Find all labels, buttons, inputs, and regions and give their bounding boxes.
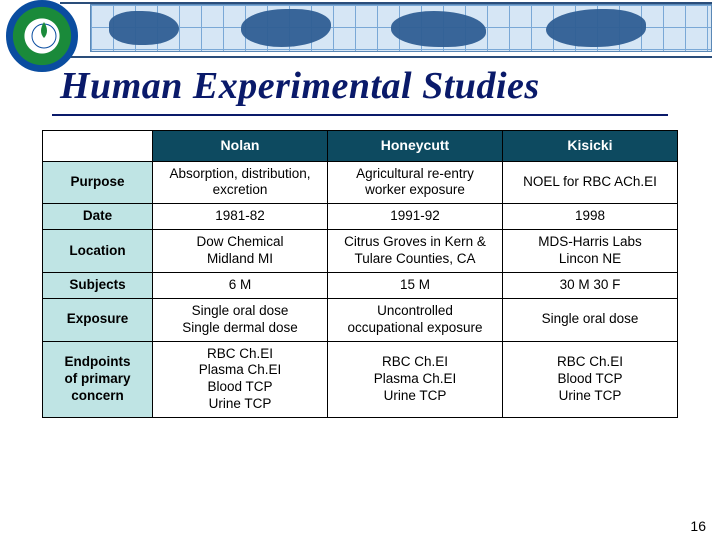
row-header: Endpoints of primary concern: [43, 341, 153, 418]
table-cell: Uncontrolled occupational exposure: [328, 298, 503, 341]
table-row: Date1981-821991-921998: [43, 204, 678, 230]
table-cell: Absorption, distribution, excretion: [153, 161, 328, 204]
title-underline: [52, 114, 668, 116]
continent-shape: [109, 11, 179, 45]
table-cell: Dow Chemical Midland MI: [153, 230, 328, 273]
banner-rule-top: [60, 2, 712, 4]
banner-rule-bottom: [60, 56, 712, 58]
table-cell: RBC Ch.EI Plasma Ch.EI Blood TCP Urine T…: [153, 341, 328, 418]
table-cell: 30 M 30 F: [503, 272, 678, 298]
row-header: Date: [43, 204, 153, 230]
table-cell: Citrus Groves in Kern & Tulare Counties,…: [328, 230, 503, 273]
table-corner-cell: [43, 131, 153, 162]
continent-shape: [546, 9, 646, 47]
table-cell: 15 M: [328, 272, 503, 298]
table-cell: RBC Ch.EI Blood TCP Urine TCP: [503, 341, 678, 418]
table-row: LocationDow Chemical Midland MICitrus Gr…: [43, 230, 678, 273]
table-cell: MDS-Harris Labs Lincon NE: [503, 230, 678, 273]
row-header: Exposure: [43, 298, 153, 341]
studies-table: Nolan Honeycutt Kisicki PurposeAbsorptio…: [42, 130, 678, 418]
table-container: Nolan Honeycutt Kisicki PurposeAbsorptio…: [0, 130, 720, 418]
table-cell: RBC Ch.EI Plasma Ch.EI Urine TCP: [328, 341, 503, 418]
table-cell: 1981-82: [153, 204, 328, 230]
slide-title: Human Experimental Studies: [60, 64, 720, 108]
col-header: Kisicki: [503, 131, 678, 162]
table-cell: NOEL for RBC ACh.EI: [503, 161, 678, 204]
table-cell: Single oral dose: [503, 298, 678, 341]
banner-header: [0, 0, 720, 56]
table-cell: 1991-92: [328, 204, 503, 230]
continent-shape: [241, 9, 331, 47]
col-header: Honeycutt: [328, 131, 503, 162]
table-header-row: Nolan Honeycutt Kisicki: [43, 131, 678, 162]
table-cell: Agricultural re-entry worker exposure: [328, 161, 503, 204]
continent-shape: [391, 11, 486, 47]
page-number: 16: [690, 518, 706, 534]
row-header: Subjects: [43, 272, 153, 298]
row-header: Purpose: [43, 161, 153, 204]
epa-seal-icon: [6, 0, 78, 72]
table-row: ExposureSingle oral dose Single dermal d…: [43, 298, 678, 341]
row-header: Location: [43, 230, 153, 273]
banner-map-grid: [90, 4, 712, 52]
table-cell: 1998: [503, 204, 678, 230]
table-cell: Single oral dose Single dermal dose: [153, 298, 328, 341]
table-cell: 6 M: [153, 272, 328, 298]
table-row: PurposeAbsorption, distribution, excreti…: [43, 161, 678, 204]
title-area: Human Experimental Studies: [0, 56, 720, 114]
table-row: Endpoints of primary concernRBC Ch.EI Pl…: [43, 341, 678, 418]
table-row: Subjects6 M15 M30 M 30 F: [43, 272, 678, 298]
col-header: Nolan: [153, 131, 328, 162]
